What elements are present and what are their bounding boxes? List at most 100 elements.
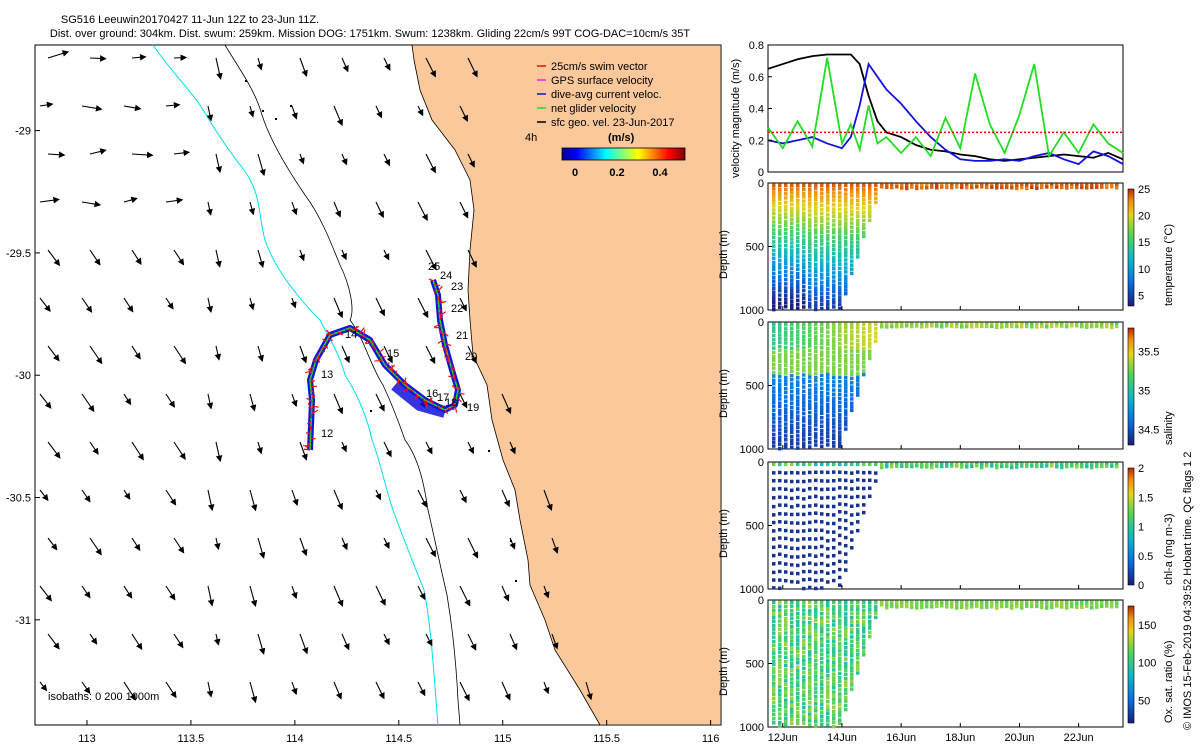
section-point <box>802 717 806 722</box>
section-point <box>856 357 860 362</box>
section-point <box>790 628 794 632</box>
swim-vector <box>414 395 420 399</box>
section-point <box>820 302 824 307</box>
section-point <box>832 239 836 244</box>
section-point <box>920 324 924 329</box>
section-point <box>790 529 794 534</box>
swim-vector <box>348 327 354 332</box>
section-point <box>844 668 848 673</box>
section-point <box>826 431 830 435</box>
section-point <box>838 333 842 338</box>
section-point <box>814 554 818 559</box>
section-point <box>772 329 776 334</box>
day-label-17: 17 <box>437 392 449 404</box>
section-point <box>790 488 794 493</box>
swim-vector <box>434 288 437 294</box>
section-point <box>778 397 782 401</box>
section-point <box>844 386 848 390</box>
section-point <box>844 203 848 207</box>
section-point <box>790 289 794 293</box>
velocity-arrow <box>207 585 215 607</box>
swim-vector <box>364 339 371 344</box>
velocity-arrow <box>291 393 298 408</box>
section-point <box>1075 185 1079 190</box>
section-point <box>832 418 836 422</box>
section-point <box>838 671 842 676</box>
section-point <box>796 227 800 231</box>
section-point <box>790 692 794 697</box>
section-point <box>778 301 782 306</box>
section-ylabel: Depth (m) <box>718 509 730 558</box>
swim-vector <box>437 338 445 344</box>
section-point <box>826 427 830 432</box>
section-point <box>826 205 830 210</box>
section-point <box>802 504 806 509</box>
section-point <box>814 282 818 286</box>
section-point <box>802 265 806 270</box>
section-point <box>820 600 824 605</box>
section-point <box>790 358 794 363</box>
section-point <box>808 198 812 202</box>
section-point <box>844 630 848 634</box>
section-point <box>856 375 860 380</box>
section-point <box>838 345 842 350</box>
section-point <box>838 244 842 249</box>
velocity-arrow <box>123 681 137 701</box>
section-point <box>820 683 824 687</box>
section-point <box>832 693 836 698</box>
section-point <box>832 660 836 665</box>
section-point <box>874 187 878 192</box>
section-point <box>790 354 794 358</box>
section-point <box>820 665 824 669</box>
section-point <box>814 562 818 567</box>
section-point <box>850 647 854 651</box>
section-point <box>856 346 860 350</box>
section-point <box>930 324 934 328</box>
section-point <box>790 255 794 260</box>
section-point <box>784 200 788 205</box>
section-point <box>814 640 818 645</box>
section-point <box>885 602 889 606</box>
section-point <box>802 296 806 301</box>
section-point <box>850 504 854 508</box>
section-point <box>814 586 818 591</box>
section-point <box>820 411 824 416</box>
section-point <box>826 665 830 670</box>
section-point <box>832 399 836 404</box>
section-point <box>826 715 830 720</box>
section-point <box>844 379 848 383</box>
section-point <box>808 285 812 290</box>
day-label-23: 23 <box>451 281 463 293</box>
section-point <box>802 334 806 339</box>
section-point <box>950 324 954 329</box>
section-point <box>802 353 806 357</box>
section-point <box>980 185 984 189</box>
section-point <box>808 668 812 672</box>
section-point <box>772 248 776 253</box>
section-point <box>772 692 776 696</box>
section-point <box>826 276 830 280</box>
section-point <box>814 201 818 206</box>
section-point <box>862 198 866 202</box>
section-point <box>856 226 860 230</box>
section-point <box>985 322 989 327</box>
swim-vector <box>403 377 407 385</box>
section-point <box>826 376 830 380</box>
section-point <box>778 305 782 309</box>
section-point <box>850 639 854 644</box>
section-point <box>808 445 812 449</box>
section-ytick-label: 500 <box>746 242 764 254</box>
section-point <box>990 185 994 189</box>
velocity-arrow <box>89 55 107 62</box>
section-point <box>808 410 812 415</box>
section-point <box>925 465 929 469</box>
section-point <box>868 322 872 327</box>
section-point <box>802 419 806 423</box>
section-point <box>826 406 830 410</box>
section-point <box>808 269 812 273</box>
section-point <box>772 264 776 268</box>
section-point <box>826 295 830 300</box>
section-point <box>826 443 830 447</box>
section-point <box>796 391 800 395</box>
